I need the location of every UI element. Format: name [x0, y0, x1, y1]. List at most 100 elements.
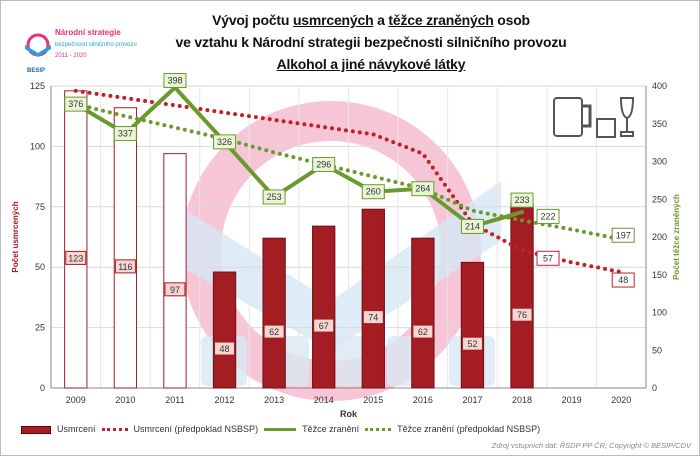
bar-label: 48: [220, 344, 230, 354]
source-note: Zdroj vstupních dat: ŘSDP PP ČR; Copyrig…: [491, 441, 691, 450]
y-tick-label: 100: [30, 141, 45, 151]
wine-glass-icon: [619, 97, 635, 137]
bar-label: 76: [517, 310, 527, 320]
x-tick-label: 2015: [363, 395, 383, 405]
bar: [212, 271, 237, 389]
x-tick-label: 2009: [66, 395, 86, 405]
bar: [312, 225, 336, 389]
x-axis-title: Rok: [340, 409, 358, 419]
y2-tick-label: 400: [652, 81, 667, 91]
y2-tick-label: 250: [652, 194, 667, 204]
title-line-3: Alkohol a jiné návykové látky: [276, 56, 466, 72]
besip-logo-icon: [25, 33, 51, 57]
zraneni-label-box: [262, 189, 286, 205]
zraneni-label: 398: [167, 76, 182, 86]
legend-swatch-green-dotted: [365, 428, 392, 431]
x-tick-label: 2020: [611, 395, 631, 405]
bar: [361, 208, 385, 389]
bar: [113, 107, 138, 389]
y2-axis-title: Počet těžce zraněných: [672, 194, 681, 280]
zraneni-forecast-label-box: [536, 208, 560, 224]
legend-swatch-red-dotted: [101, 428, 128, 431]
zraneni-label: 337: [118, 129, 133, 139]
zraneni-forecast-label: 222: [541, 211, 556, 221]
usmrceni-forecast-label: 48: [618, 275, 628, 285]
zraneni-label: 253: [267, 192, 282, 202]
bar-label-box: [114, 259, 136, 274]
bar: [64, 90, 88, 389]
x-tick-label: 2010: [115, 395, 135, 405]
zraneni-label: 233: [515, 195, 530, 205]
y2-tick-label: 100: [652, 308, 667, 318]
zraneni-label-box: [312, 157, 336, 173]
zraneni-label: 260: [366, 187, 381, 197]
zraneni-forecast-label: 197: [616, 230, 631, 240]
usmrceni-forecast-label-box: [536, 250, 560, 266]
bar: [163, 153, 187, 389]
logo-title: Národní strategie: [55, 28, 121, 37]
y-tick-label: 25: [35, 323, 45, 333]
usmrceni-forecast-line: [73, 88, 624, 275]
y2-tick-label: 50: [652, 345, 662, 355]
whisky-glass-icon: [596, 118, 616, 138]
legend-zraneni: Těžce zranění: [302, 424, 360, 434]
x-tick-label: 2019: [562, 395, 582, 405]
bar-label: 97: [170, 285, 180, 295]
y-tick-label: 50: [35, 262, 45, 272]
y2-tick-label: 0: [652, 383, 657, 393]
y-tick-label: 75: [35, 202, 45, 212]
legend-usmrceni-forecast: Usmrcení (předpoklad NSBSP): [133, 424, 259, 434]
legend-swatch-green-line: [264, 428, 297, 431]
chart-title: Vývoj počtu usmrcených a těžce zraněných…: [136, 9, 606, 75]
logo-years: 2011 - 2020: [55, 53, 87, 59]
bar-label-box: [263, 324, 285, 339]
logo-subtitle: bezpečnosti silničního provozu: [55, 42, 137, 48]
bar: [510, 203, 534, 389]
title-line-2: ve vztahu k Národní strategii bezpečnost…: [175, 34, 567, 50]
x-tick-label: 2018: [512, 395, 532, 405]
bar-label-box: [313, 318, 335, 333]
usmrceni-forecast-label-box: [611, 272, 635, 288]
x-tick-label: 2012: [215, 395, 235, 405]
legend-zraneni-forecast: Těžce zranění (předpoklad NSBSP): [397, 424, 541, 434]
beer-mug-handle-icon: [582, 104, 592, 128]
logo-brand: BESIP: [27, 68, 46, 74]
y2-tick-label: 150: [652, 270, 667, 280]
x-tick-label: 2016: [413, 395, 433, 405]
bar-label: 123: [68, 253, 83, 263]
y2-tick-label: 350: [652, 119, 667, 129]
bar-label: 62: [269, 327, 279, 337]
zraneni-label: 326: [217, 137, 232, 147]
bar-label-box: [461, 336, 483, 351]
besip-logo: Národní strategie bezpečnosti silničního…: [23, 28, 137, 79]
zraneni-line: [73, 84, 525, 229]
zraneni-label-box: [411, 181, 435, 197]
bar-label-box: [164, 282, 186, 297]
bar-label: 74: [368, 313, 378, 323]
bar-label-box: [214, 341, 236, 356]
bar: [411, 237, 435, 389]
zraneni-label-box: [361, 184, 385, 200]
x-tick-label: 2011: [165, 395, 184, 405]
zraneni-label-box: [510, 192, 534, 208]
zraneni-label-box: [213, 134, 237, 150]
bar: [460, 261, 485, 389]
zraneni-forecast-line: [73, 102, 624, 242]
legend-swatch-bar: [21, 425, 51, 434]
bar-label-box: [362, 310, 384, 325]
bar-label-box: [65, 250, 87, 265]
chart-plot: 0 25 50 75 100 125 0 50 100 150 200 250 300 350 400 200…: [11, 73, 681, 419]
watermark-wing: [171, 181, 501, 351]
x-tick-label: 2013: [264, 395, 284, 405]
y2-tick-label: 300: [652, 157, 667, 167]
zraneni-label-box: [460, 218, 484, 234]
beer-mug-icon: [553, 97, 583, 137]
legend: Usmrcení Usmrcení (předpoklad NSBSP) Těž…: [21, 424, 540, 435]
usmrceni-forecast-label: 57: [543, 253, 553, 263]
zraneni-label: 376: [68, 99, 83, 109]
y-tick-label: 125: [30, 81, 45, 91]
bar-label: 116: [118, 262, 132, 272]
bar-label-box: [511, 307, 533, 322]
y-tick-label: 0: [40, 383, 45, 393]
